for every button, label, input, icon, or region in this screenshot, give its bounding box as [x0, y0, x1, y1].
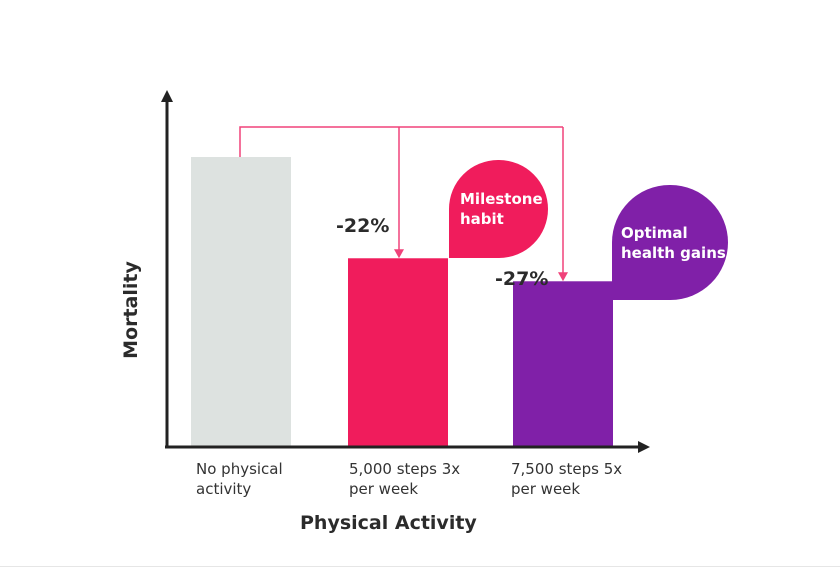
- callout-line: Optimal: [621, 223, 688, 242]
- bar-0: [191, 157, 291, 447]
- tick-line: activity: [196, 480, 252, 498]
- bar-2: [513, 281, 613, 447]
- data-label-5000-steps: -22%: [336, 215, 390, 237]
- x-tick-label-5000-steps: 5,000 steps 3x per week: [349, 459, 499, 499]
- y-axis-label: Mortality: [120, 261, 142, 359]
- connector-arrow-icon-2: [558, 272, 568, 282]
- callout-line: habit: [460, 210, 504, 228]
- tick-line: 7,500 steps 5x: [511, 460, 623, 478]
- x-tick-label-no-activity: No physical activity: [196, 459, 346, 499]
- x-tick-label-7500-steps: 7,500 steps 5x per week: [511, 459, 661, 499]
- callout-optimal-health-gains: Optimal health gains: [612, 185, 728, 300]
- tick-line: per week: [349, 480, 419, 498]
- connector-arrow-icon-1: [394, 249, 404, 259]
- bar-1: [348, 258, 448, 447]
- x-axis-label: Physical Activity: [300, 512, 477, 534]
- data-label-7500-steps: -27%: [495, 268, 549, 290]
- tick-line: per week: [511, 480, 581, 498]
- divider: [0, 566, 840, 567]
- callout-line: health gains: [621, 243, 726, 262]
- tick-line: No physical: [196, 460, 283, 478]
- tick-line: 5,000 steps 3x: [349, 460, 461, 478]
- connector-line: [239, 126, 563, 157]
- callout-line: Milestone: [460, 190, 543, 208]
- callout-milestone-habit: Milestone habit: [449, 160, 548, 258]
- x-axis-arrow-icon: [638, 441, 650, 453]
- y-axis-arrow-icon: [161, 90, 173, 102]
